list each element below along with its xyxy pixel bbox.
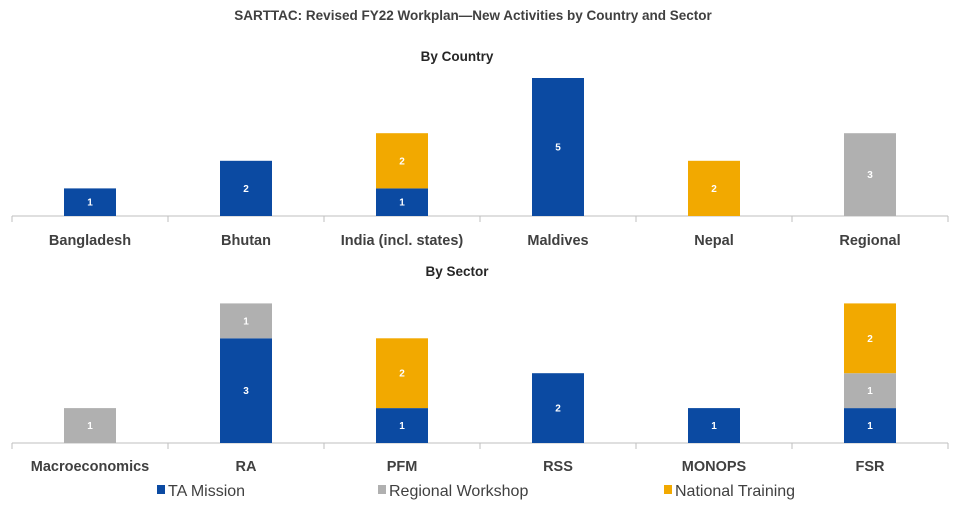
bar-ta-mission-india-incl-states [376, 188, 428, 216]
category-label-ra: RA [236, 459, 257, 475]
data-label: 2 [867, 334, 873, 345]
bar-regional-workshop-regional [844, 133, 896, 216]
category-label-regional: Regional [839, 233, 900, 249]
country-panel-subtitle: By Country [421, 49, 494, 64]
data-label: 1 [87, 421, 93, 432]
category-label-india-incl-states: India (incl. states) [341, 233, 464, 249]
category-label-monops: MONOPS [682, 459, 747, 475]
category-label-pfm: PFM [387, 459, 418, 475]
country-panel: 1 Bangladesh 2 Bhutan 1 2 India (incl. states)… [11, 78, 949, 249]
bar-national-training-nepal [688, 160, 740, 216]
bar-ta-mission-fsr [844, 408, 896, 443]
data-label: 1 [867, 421, 873, 432]
category-label-nepal: Nepal [694, 233, 734, 249]
category-label-fsr: FSR [856, 459, 886, 475]
data-label: 2 [243, 184, 249, 195]
chart-title: SARTTAC: Revised FY22 Workplan—New Activ… [234, 8, 712, 23]
legend-label-regional-workshop: Regional Workshop [389, 483, 528, 500]
bar-national-training-india-incl-states [376, 133, 428, 189]
data-label: 2 [555, 404, 561, 415]
category-label-bhutan: Bhutan [221, 233, 271, 249]
bar-ta-mission-monops [688, 408, 740, 443]
data-label: 2 [399, 156, 405, 167]
bar-ta-mission-bangladesh [64, 188, 116, 216]
category-label-macroeconomics: Macroeconomics [31, 459, 149, 475]
data-label: 2 [711, 184, 717, 195]
bar-ta-mission-bhutan [220, 160, 272, 216]
data-label: 1 [87, 198, 93, 209]
legend-swatch-regional-workshop [378, 485, 386, 494]
data-label: 5 [555, 143, 561, 154]
bar-regional-workshop-fsr [844, 373, 896, 409]
bar-national-training-pfm [376, 338, 428, 409]
legend-swatch-ta-mission [157, 485, 165, 494]
sector-panel-subtitle: By Sector [425, 264, 489, 279]
bar-regional-workshop-ra [220, 303, 272, 339]
category-label-rss: RSS [543, 459, 573, 475]
bar-ta-mission-rss [532, 373, 584, 443]
data-label: 2 [399, 369, 405, 380]
data-label: 1 [243, 316, 249, 327]
category-label-maldives: Maldives [527, 233, 588, 249]
category-label-bangladesh: Bangladesh [49, 233, 131, 249]
data-label: 3 [867, 170, 873, 181]
data-label: 1 [711, 421, 717, 432]
data-label: 1 [867, 386, 873, 397]
bar-ta-mission-ra [220, 338, 272, 443]
legend-label-ta-mission: TA Mission [168, 483, 245, 500]
data-label: 3 [243, 386, 249, 397]
legend-label-national-training: National Training [675, 483, 795, 500]
bar-ta-mission-pfm [376, 408, 428, 443]
bar-national-training-fsr [844, 303, 896, 374]
legend: TA Mission Regional Workshop National Trai… [157, 483, 795, 500]
data-label: 1 [399, 421, 405, 432]
sector-panel: 1 Macroeconomics 3 1 RA 1 2 PFM 2 RSS 1 MONOPS 1 1 2 FS… [11, 303, 949, 475]
data-label: 1 [399, 198, 405, 209]
legend-swatch-national-training [664, 485, 672, 494]
bar-ta-mission-maldives [532, 78, 584, 216]
bar-regional-workshop-macroeconomics [64, 408, 116, 443]
